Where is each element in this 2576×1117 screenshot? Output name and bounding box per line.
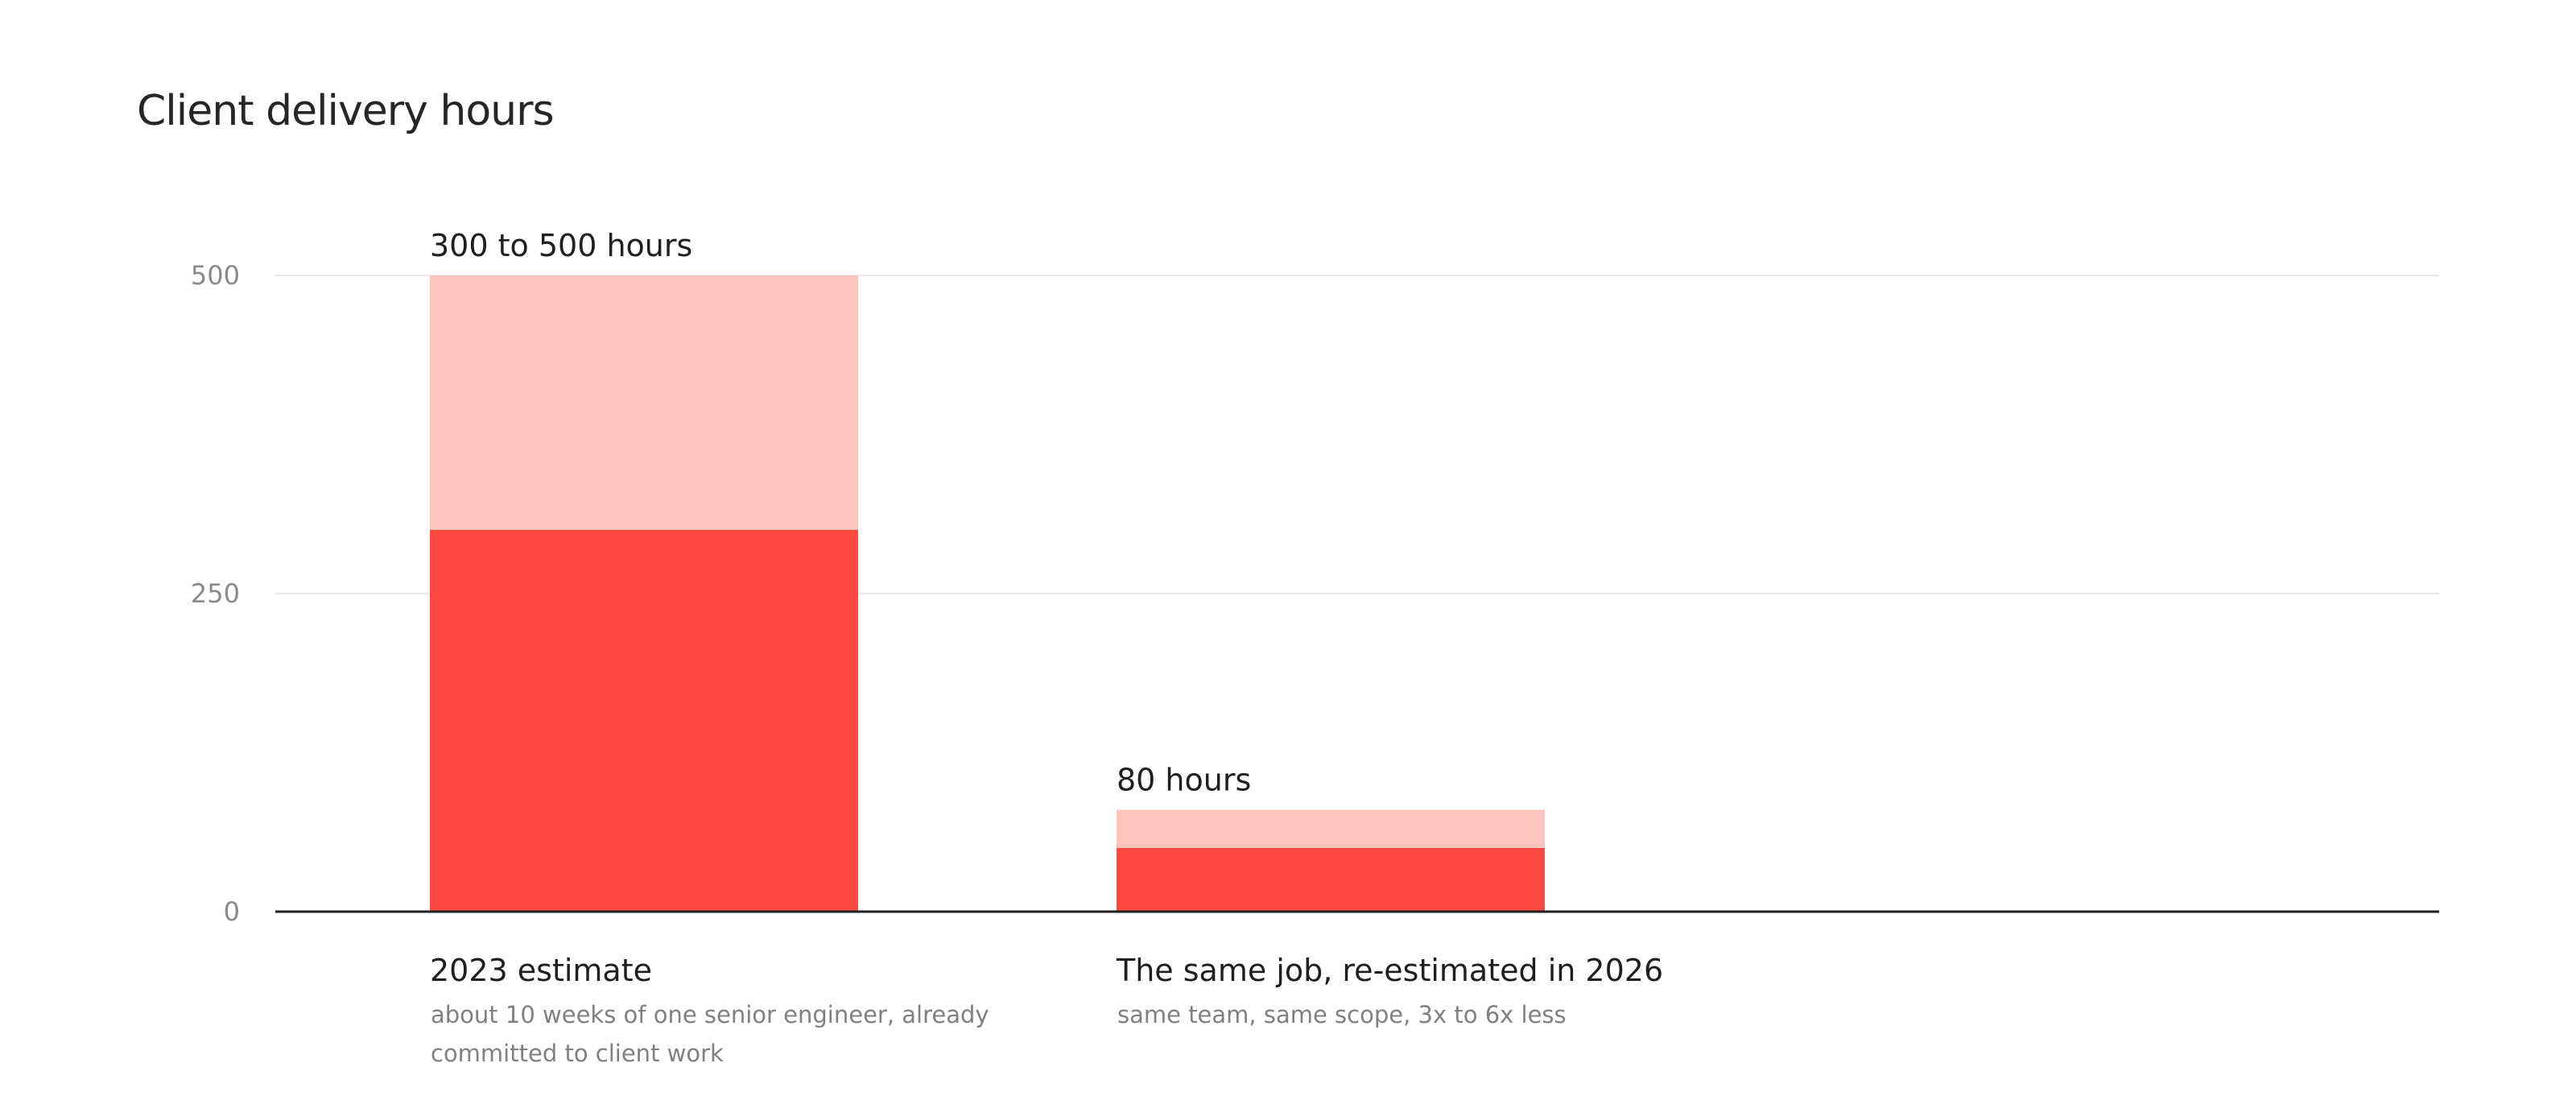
bar-value-label: 80 hours [1117,763,1251,798]
y-tick-label: 500 [191,260,240,291]
bars [275,275,2439,913]
category-sublabel: same team, same scope, 3x to 6x less [1117,1001,1567,1028]
bar-range-lower [430,530,858,912]
y-tick-label: 0 [224,896,240,927]
chart-title: Client delivery hours [137,87,554,135]
category-sublabel: about 10 weeks of one senior engineer, a… [431,1001,989,1028]
y-axis-ticks: 0 250 500 [191,260,240,927]
bar-value-label: 300 to 500 hours [430,228,692,263]
category-label: 2023 estimate [430,953,652,988]
bar-range-upper [430,275,858,530]
category-label: The same job, re-estimated in 2026 [1116,953,1663,988]
category-sublabel: committed to client work [431,1040,724,1067]
y-tick-label: 250 [191,578,240,609]
bar-range-upper [1117,809,1545,848]
labels: 300 to 500 hours 2023 estimate about 10 we… [430,228,1663,1067]
bar-range-lower [1117,848,1545,912]
